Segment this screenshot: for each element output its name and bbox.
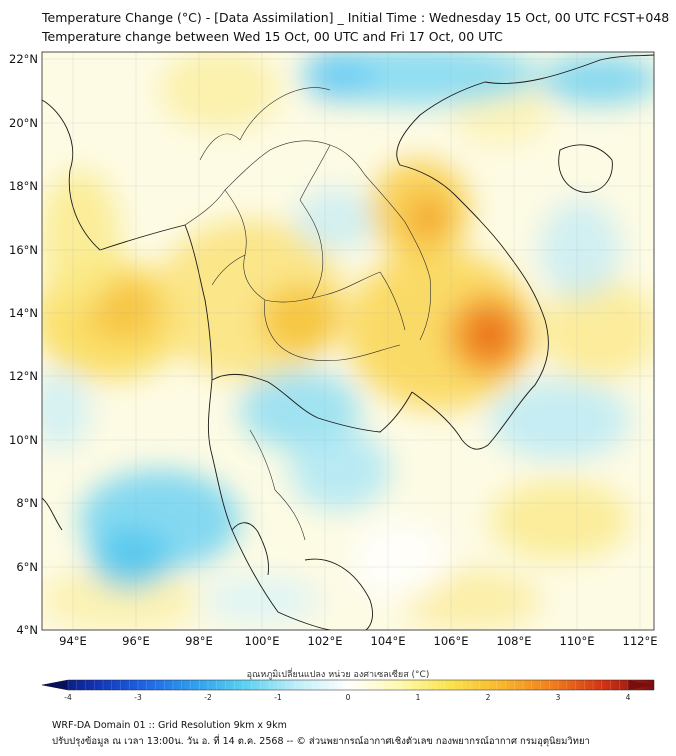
- lon-label: 108°E: [497, 634, 532, 648]
- lon-label: 96°E: [122, 634, 150, 648]
- colorbar-title: อุณหภูมิเปลี่ยนแปลง หน่วย องศาเซลเซียส (…: [246, 670, 430, 680]
- province-borders: [184, 87, 431, 541]
- longitude-axis: 94°E 96°E 98°E 100°E 102°E 104°E 106°E 1…: [59, 634, 657, 648]
- lon-label: 112°E: [623, 634, 658, 648]
- colorbar-ticks: -4 -3 -2 -1 0 1 2 3 4: [64, 680, 631, 702]
- lat-label: 18°N: [9, 179, 38, 193]
- map-subtitle: Temperature change between Wed 15 Oct, 0…: [42, 29, 503, 44]
- colorbar-tick-label: -1: [274, 693, 282, 702]
- colorbar: -4 -3 -2 -1 0 1 2 3 4: [41, 679, 655, 702]
- map-title: Temperature Change (°C) - [Data Assimila…: [42, 10, 670, 25]
- footer-model-info: WRF-DA Domain 01 :: Grid Resolution 9km …: [52, 720, 287, 731]
- lat-label: 8°N: [16, 496, 38, 510]
- latitude-axis: 22°N 20°N 18°N 16°N 14°N 12°N 10°N 8°N 6…: [9, 52, 38, 637]
- graticule: [42, 52, 654, 630]
- lat-label: 16°N: [9, 243, 38, 257]
- colorbar-tick-label: 3: [556, 693, 561, 702]
- lon-label: 104°E: [371, 634, 406, 648]
- footer-credit: ปรับปรุงข้อมูล ณ เวลา 13:00น. วัน อ. ที่…: [52, 736, 590, 747]
- lon-label: 102°E: [308, 634, 343, 648]
- colorbar-low-extend: [42, 680, 68, 690]
- lat-label: 6°N: [16, 560, 38, 574]
- lat-label: 4°N: [16, 623, 38, 637]
- colorbar-tick-label: 4: [626, 693, 631, 702]
- lat-label: 14°N: [9, 306, 38, 320]
- lat-label: 12°N: [9, 369, 38, 383]
- colorbar-tick-label: -3: [134, 693, 142, 702]
- coastline-layer: [42, 54, 654, 630]
- lon-label: 98°E: [185, 634, 213, 648]
- lon-label: 106°E: [434, 634, 469, 648]
- colorbar-tick-label: 0: [346, 693, 351, 702]
- lon-label: 100°E: [245, 634, 280, 648]
- map-frame: [41, 51, 655, 631]
- colorbar-tick-label: -2: [204, 693, 212, 702]
- lon-label: 94°E: [59, 634, 87, 648]
- lat-label: 20°N: [9, 116, 38, 130]
- colorbar-tick-label: -4: [64, 693, 72, 702]
- lat-label: 10°N: [9, 433, 38, 447]
- lon-label: 110°E: [560, 634, 595, 648]
- colorbar-high-extend: [628, 680, 654, 690]
- lat-label: 22°N: [9, 52, 38, 66]
- colorbar-tick-label: 2: [486, 693, 491, 702]
- colorbar-tick-label: 1: [416, 693, 421, 702]
- temperature-change-map: 22°N 20°N 18°N 16°N 14°N 12°N 10°N 8°N 6…: [9, 51, 657, 648]
- field-layer: [42, 52, 654, 630]
